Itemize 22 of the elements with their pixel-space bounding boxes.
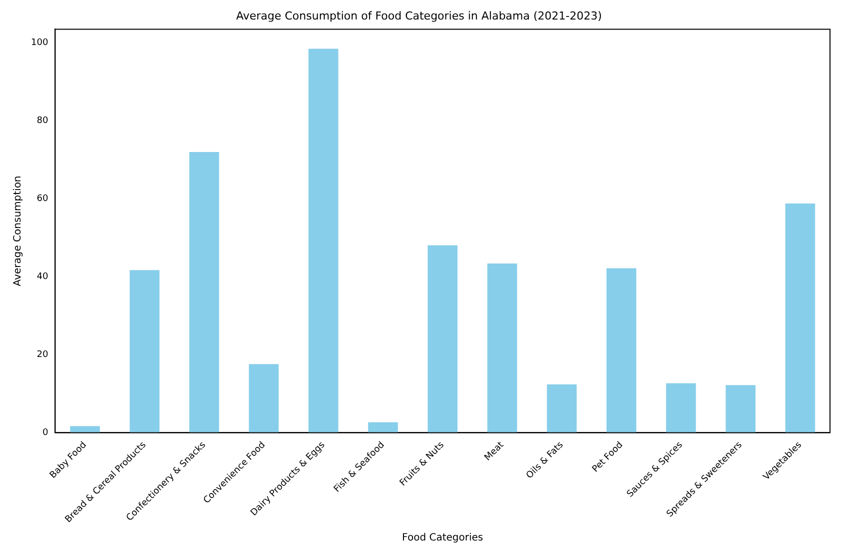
y-tick-label: 40 xyxy=(36,272,48,282)
y-tick-label: 60 xyxy=(36,194,48,204)
bar xyxy=(308,48,338,433)
bar xyxy=(666,383,696,433)
bar xyxy=(248,364,279,433)
bar xyxy=(130,270,160,433)
y-tick-label: 100 xyxy=(30,38,48,48)
bar xyxy=(70,426,100,433)
bar xyxy=(606,268,636,433)
bar xyxy=(726,385,756,433)
y-axis-title: Average Consumption xyxy=(12,176,24,286)
bar xyxy=(785,203,816,433)
bar xyxy=(189,152,220,433)
bar xyxy=(546,384,577,433)
y-tick-label: 80 xyxy=(36,116,48,126)
x-axis-title: Food Categories xyxy=(402,532,484,544)
bar xyxy=(487,264,518,433)
y-tick-label: 20 xyxy=(36,350,48,360)
bar xyxy=(428,245,458,433)
bar xyxy=(368,422,398,433)
y-tick-label: 0 xyxy=(42,428,48,438)
chart-title: Average Consumption of Food Categories in Alabama (2021-2023) xyxy=(236,9,602,22)
